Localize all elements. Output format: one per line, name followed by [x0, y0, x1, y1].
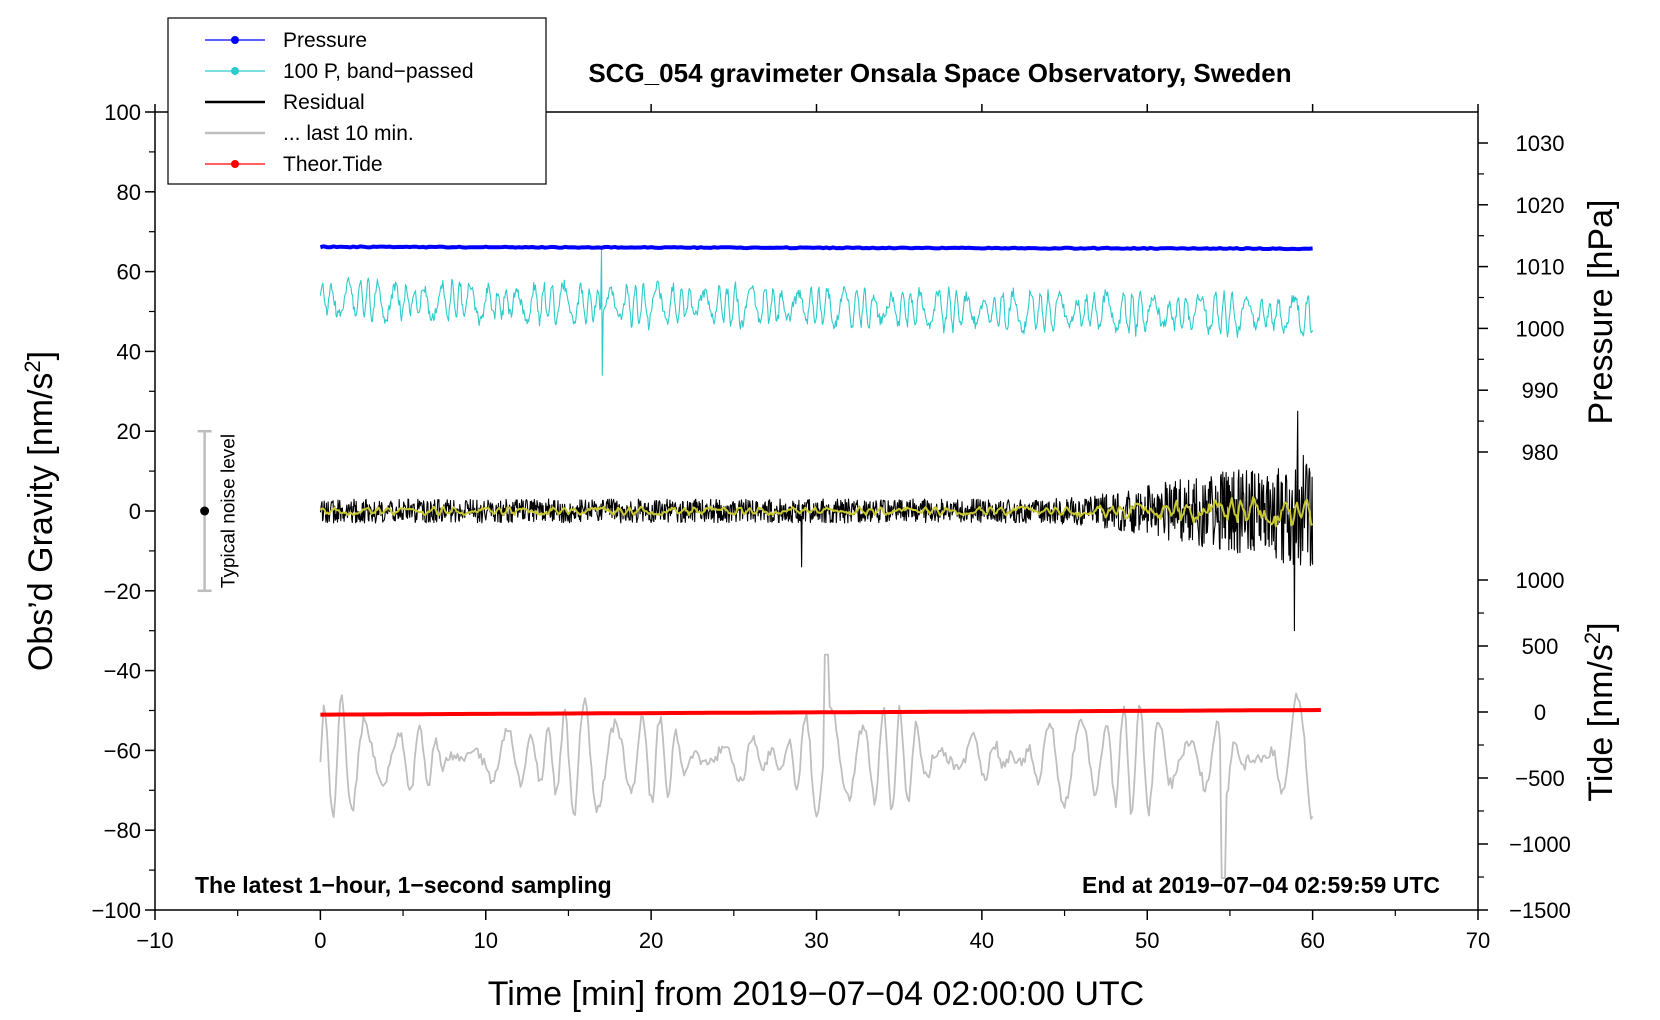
x-tick-label: 50: [1135, 928, 1159, 953]
series-theor-tide: [320, 708, 1321, 717]
y-axis-title-pressure: Pressure [hPa]: [1582, 200, 1620, 425]
x-tick-label: 40: [970, 928, 994, 953]
y-tick-label: 20: [117, 419, 141, 444]
series-layer: [319, 244, 1321, 879]
y-axis-title-tide: Tide [nm/s2]: [1580, 622, 1620, 801]
noise-bar-label: Typical noise level: [219, 434, 240, 588]
y-tick-label: −20: [104, 579, 141, 604]
legend: Pressure 100 P, band−passed Residual ... la…: [167, 17, 547, 185]
x-tick-label: 0: [314, 928, 326, 953]
tide-tick-label: 500: [1522, 634, 1559, 659]
y-tick-label: 40: [117, 339, 141, 364]
x-tick-label: 20: [639, 928, 663, 953]
annotation-sampling: The latest 1−hour, 1−second sampling: [195, 872, 612, 898]
y-tick-label: −80: [104, 818, 141, 843]
legend-label: 100 P, band−passed: [283, 60, 474, 83]
x-tick-label: 10: [474, 928, 498, 953]
y-tick-label: 0: [129, 499, 141, 524]
pressure-tick-label: 990: [1522, 378, 1559, 403]
pressure-tick-label: 1030: [1516, 131, 1565, 156]
y-axis-title-tide-main: Tide [nm/s: [1582, 644, 1620, 801]
tide-tick-label: −500: [1515, 766, 1565, 791]
noise-level-indicator: Typical noise level: [197, 429, 240, 593]
chart-title: SCG_054 gravimeter Onsala Space Observat…: [588, 58, 1291, 88]
y-axis-title-left-sup: 2: [20, 360, 45, 372]
y-tick-label: −60: [104, 738, 141, 763]
pressure-tick-label: 1020: [1516, 193, 1565, 218]
y-tick-label: −40: [104, 659, 141, 684]
x-tick-label: 60: [1300, 928, 1324, 953]
legend-label: Residual: [283, 91, 365, 114]
y-axis-title-left-main: Obs’d Gravity [nm/s: [22, 373, 60, 672]
series-residual-smoothed: [319, 496, 1314, 528]
x-axis-title: Time [min] from 2019−07−04 02:00:00 UTC: [488, 975, 1144, 1013]
legend-label: ... last 10 min.: [283, 122, 414, 145]
y-tick-label: 100: [104, 100, 141, 125]
x-tick-label: 30: [804, 928, 828, 953]
pressure-tick-label: 980: [1522, 440, 1559, 465]
y-axis-title-left: Obs’d Gravity [nm/s2]: [20, 351, 60, 671]
y-axis-title-left-end: ]: [22, 351, 60, 360]
x-tick-label: 70: [1466, 928, 1490, 953]
annotation-end-time: End at 2019−07−04 02:59:59 UTC: [1082, 872, 1440, 898]
series-pressure: [319, 244, 1313, 252]
tide-tick-label: −1000: [1509, 832, 1571, 857]
series-last-10-min: [319, 653, 1314, 879]
legend-marker: [231, 160, 239, 168]
noise-bar-center-dot: [200, 506, 210, 516]
legend-box: [167, 17, 547, 185]
tide-tick-label: 1000: [1516, 568, 1565, 593]
legend-label: Theor.Tide: [283, 153, 383, 176]
pressure-tick-label: 1000: [1516, 316, 1565, 341]
pressure-tick-label: 1010: [1516, 255, 1565, 280]
y-tick-label: 80: [117, 180, 141, 205]
x-tick-label: −10: [136, 928, 173, 953]
tide-tick-label: −1500: [1509, 898, 1571, 923]
series-pressure-bandpassed: [319, 247, 1314, 376]
axes-layer: −10 0 10 20 30 40 50 60 70100806040200−20−40−60−…: [91, 100, 1570, 953]
legend-marker: [231, 36, 239, 44]
tide-tick-label: 0: [1534, 700, 1546, 725]
legend-entries: Pressure 100 P, band−passed Residual ... la…: [205, 29, 474, 176]
y-tick-label: −100: [91, 898, 141, 923]
legend-marker: [231, 67, 239, 75]
y-axis-title-tide-sup: 2: [1580, 632, 1605, 644]
y-axis-title-tide-end: ]: [1582, 622, 1620, 631]
y-tick-label: 60: [117, 260, 141, 285]
legend-label: Pressure: [283, 29, 367, 52]
